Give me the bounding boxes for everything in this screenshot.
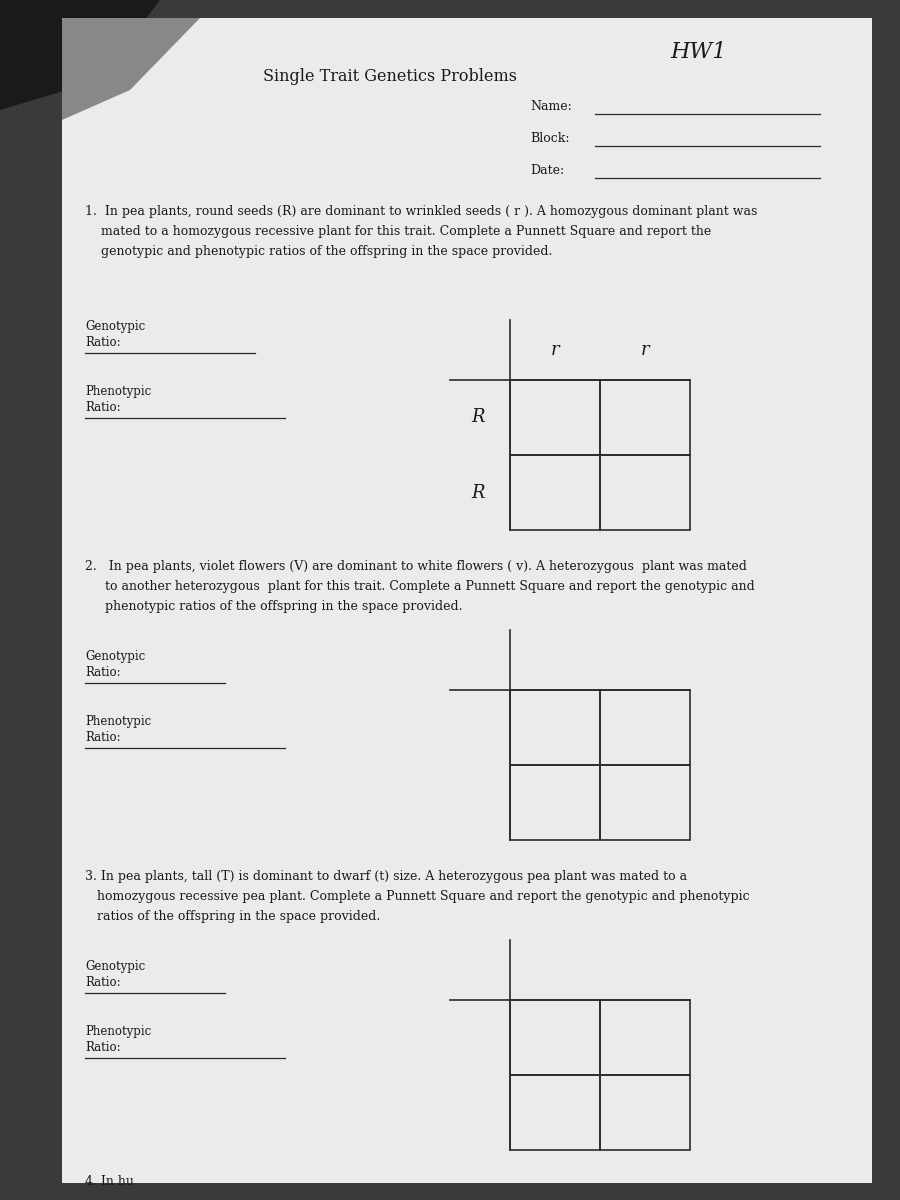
Text: 1.  In pea plants, round seeds (R) are dominant to wrinkled seeds ( r ). A homoz: 1. In pea plants, round seeds (R) are do… — [85, 205, 758, 218]
Text: Ratio:: Ratio: — [85, 1040, 121, 1054]
Text: Date:: Date: — [530, 164, 564, 176]
Text: to another heterozygous  plant for this trait. Complete a Punnett Square and rep: to another heterozygous plant for this t… — [85, 580, 755, 593]
Bar — [600, 1000, 690, 1075]
Text: HW1: HW1 — [670, 41, 726, 62]
Bar — [510, 690, 600, 766]
Text: 4. In hu: 4. In hu — [85, 1175, 134, 1188]
Bar — [600, 766, 690, 840]
Text: Single Trait Genetics Problems: Single Trait Genetics Problems — [263, 68, 517, 85]
Text: Ratio:: Ratio: — [85, 976, 121, 989]
Text: Ratio:: Ratio: — [85, 666, 121, 679]
Polygon shape — [0, 0, 160, 110]
Bar — [600, 455, 690, 530]
Text: r: r — [641, 341, 649, 359]
Text: Ratio:: Ratio: — [85, 336, 121, 349]
Text: Name:: Name: — [530, 100, 572, 113]
Bar — [510, 455, 600, 530]
Polygon shape — [62, 18, 200, 120]
Text: 3. In pea plants, tall (T) is dominant to dwarf (t) size. A heterozygous pea pla: 3. In pea plants, tall (T) is dominant t… — [85, 870, 687, 883]
Text: R: R — [472, 408, 485, 426]
Text: Genotypic: Genotypic — [85, 650, 145, 662]
Text: genotypic and phenotypic ratios of the offspring in the space provided.: genotypic and phenotypic ratios of the o… — [85, 245, 553, 258]
Text: Phenotypic: Phenotypic — [85, 385, 151, 398]
Text: Genotypic: Genotypic — [85, 320, 145, 332]
Text: 2.   In pea plants, violet flowers (V) are dominant to white flowers ( v). A het: 2. In pea plants, violet flowers (V) are… — [85, 560, 747, 572]
Bar — [600, 380, 690, 455]
Bar — [600, 1075, 690, 1150]
Text: Phenotypic: Phenotypic — [85, 715, 151, 728]
Bar — [510, 1000, 600, 1075]
Text: Ratio:: Ratio: — [85, 401, 121, 414]
Bar — [510, 1075, 600, 1150]
Text: Ratio:: Ratio: — [85, 731, 121, 744]
Text: r: r — [551, 341, 559, 359]
Text: mated to a homozygous recessive plant for this trait. Complete a Punnett Square : mated to a homozygous recessive plant fo… — [85, 226, 711, 238]
Text: homozygous recessive pea plant. Complete a Punnett Square and report the genotyp: homozygous recessive pea plant. Complete… — [85, 890, 750, 902]
Text: phenotypic ratios of the offspring in the space provided.: phenotypic ratios of the offspring in th… — [85, 600, 463, 613]
Bar — [600, 690, 690, 766]
Text: Genotypic: Genotypic — [85, 960, 145, 973]
Text: Block:: Block: — [530, 132, 570, 145]
Text: Phenotypic: Phenotypic — [85, 1025, 151, 1038]
Text: ratios of the offspring in the space provided.: ratios of the offspring in the space pro… — [85, 910, 380, 923]
Text: R: R — [472, 484, 485, 502]
Bar — [510, 380, 600, 455]
Bar — [510, 766, 600, 840]
